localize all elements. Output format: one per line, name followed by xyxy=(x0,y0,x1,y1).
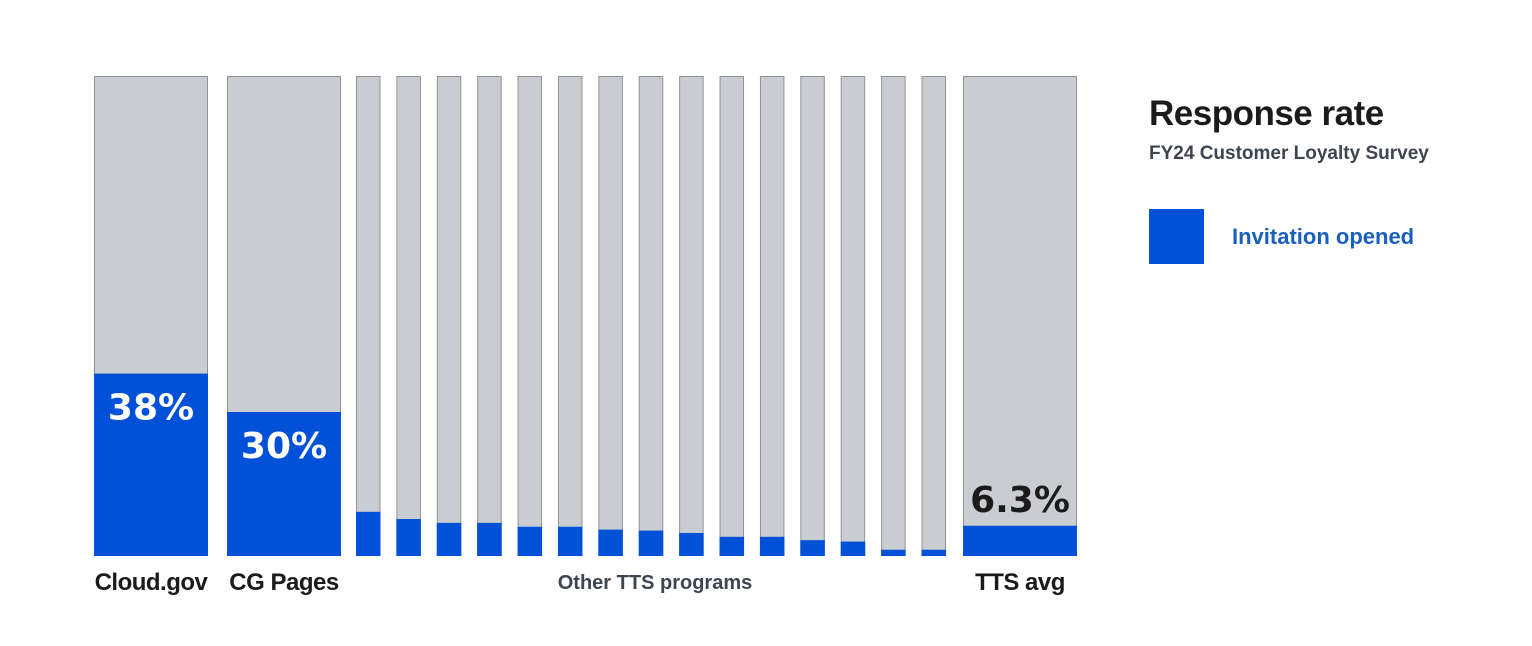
bar-group xyxy=(356,76,381,556)
bar-track xyxy=(881,76,906,556)
group-label: Other TTS programs xyxy=(558,572,752,594)
bar xyxy=(719,536,745,556)
legend: Response rate FY24 Customer Loyalty Surv… xyxy=(1149,92,1509,264)
bar-group xyxy=(881,76,906,556)
bar xyxy=(557,526,583,556)
bar-track xyxy=(517,76,543,556)
bar xyxy=(881,549,906,556)
bar-track xyxy=(598,76,623,556)
bar-track xyxy=(477,76,502,556)
bar-group xyxy=(719,76,745,556)
bar-track xyxy=(436,76,462,556)
legend-entry: Invitation opened xyxy=(1149,209,1509,264)
bar-track xyxy=(719,76,745,556)
bar xyxy=(759,536,785,556)
bar-track xyxy=(356,76,381,556)
legend-swatch xyxy=(1149,209,1204,264)
chart-subtitle: FY24 Customer Loyalty Survey xyxy=(1149,143,1429,164)
bar-track xyxy=(963,76,1077,556)
bar-group: 6.3% TTS avg xyxy=(963,76,1077,596)
bar-group xyxy=(436,76,462,556)
bar-group xyxy=(477,76,502,556)
bar xyxy=(800,540,825,556)
bar xyxy=(963,525,1077,556)
bar-group xyxy=(517,76,543,556)
x-tick-label: Cloud.gov xyxy=(95,569,209,596)
bar-group xyxy=(840,76,866,556)
bar-track xyxy=(557,76,583,556)
data-label: 6.3% xyxy=(970,480,1070,521)
data-label: 38% xyxy=(108,388,194,429)
bar-track xyxy=(679,76,704,556)
bar xyxy=(227,412,341,556)
bar-group xyxy=(396,76,421,556)
bar-group xyxy=(598,76,623,556)
bar-group xyxy=(921,76,946,556)
bar-track xyxy=(759,76,785,556)
bar-track xyxy=(396,76,421,556)
bar xyxy=(517,526,543,556)
bar xyxy=(840,541,866,556)
bar-track xyxy=(921,76,946,556)
bar-group: 38% Cloud.gov xyxy=(94,76,209,596)
bar xyxy=(921,549,946,556)
data-label: 30% xyxy=(241,426,327,467)
bar-group xyxy=(800,76,825,556)
bar xyxy=(598,529,623,556)
bar-group xyxy=(557,76,583,556)
bar-track xyxy=(638,76,664,556)
bar xyxy=(94,373,208,556)
chart-title: Response rate xyxy=(1149,94,1384,133)
bar xyxy=(477,522,502,556)
bar xyxy=(356,511,381,556)
x-tick-label: CG Pages xyxy=(229,569,339,596)
bar-group: 30% CG Pages xyxy=(227,76,341,596)
bar xyxy=(396,519,421,556)
bar xyxy=(679,532,704,556)
bar xyxy=(638,530,664,556)
bar-group xyxy=(679,76,704,556)
bar-track xyxy=(800,76,825,556)
x-tick-label: TTS avg xyxy=(975,569,1065,596)
bar-track xyxy=(840,76,866,556)
bar xyxy=(436,522,462,556)
bar-group xyxy=(759,76,785,556)
legend-label: Invitation opened xyxy=(1232,223,1415,249)
bar-group xyxy=(638,76,664,556)
